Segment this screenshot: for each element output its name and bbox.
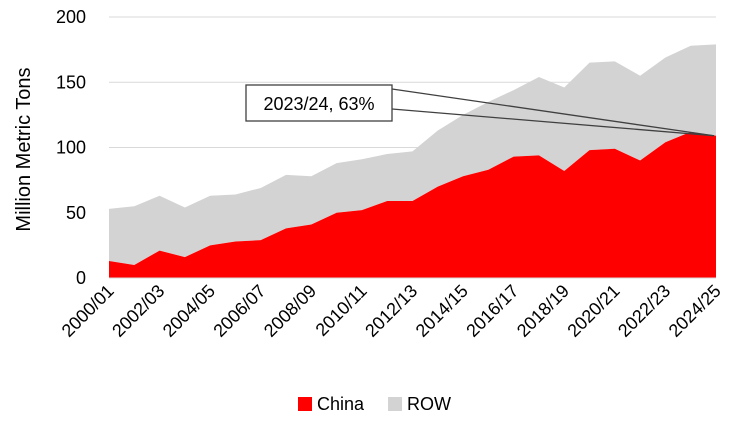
legend-label-china: China [317, 394, 365, 414]
x-tick-label: 2012/13 [361, 281, 421, 341]
x-tick-label: 2014/15 [412, 281, 472, 341]
annotation-label: 2023/24, 63% [263, 94, 374, 114]
x-tick-label: 2016/17 [462, 281, 522, 341]
x-tick-label: 2004/05 [159, 281, 219, 341]
x-tick-label: 2010/11 [312, 281, 371, 340]
x-tick-label: 2006/07 [209, 281, 269, 341]
x-tick-label: 2000/01 [58, 281, 118, 341]
x-tick-label: 2008/09 [260, 281, 320, 341]
x-tick-label: 2002/03 [108, 281, 168, 341]
legend-label-row: ROW [407, 394, 451, 414]
x-tick-label: 2022/23 [614, 281, 674, 341]
area-row [109, 44, 716, 265]
x-tick-label: 2020/21 [564, 281, 624, 341]
annotation-leader-line [391, 88, 715, 137]
y-tick-label: 200 [56, 7, 86, 27]
x-tick-label: 2024/25 [665, 281, 725, 341]
y-axis-title: Million Metric Tons [13, 67, 35, 231]
legend-swatch-row [388, 397, 403, 411]
annotation-leader-line [391, 108, 715, 137]
area-china [109, 131, 716, 278]
x-axis-ticks: 2000/012002/032004/052006/072008/092010/… [58, 281, 725, 341]
y-tick-label: 50 [66, 203, 86, 223]
x-tick-label: 2018/19 [513, 281, 573, 341]
legend-swatch-china [298, 397, 312, 411]
area-series [109, 44, 716, 278]
y-tick-label: 100 [56, 138, 86, 158]
annotation: 2023/24, 63% [245, 84, 715, 137]
annotation-box [245, 84, 393, 122]
y-tick-label: 0 [76, 268, 86, 288]
legend: China ROW [298, 394, 451, 414]
y-tick-label: 150 [56, 72, 86, 92]
y-axis-ticks: 0 50 100 150 200 [56, 7, 86, 288]
